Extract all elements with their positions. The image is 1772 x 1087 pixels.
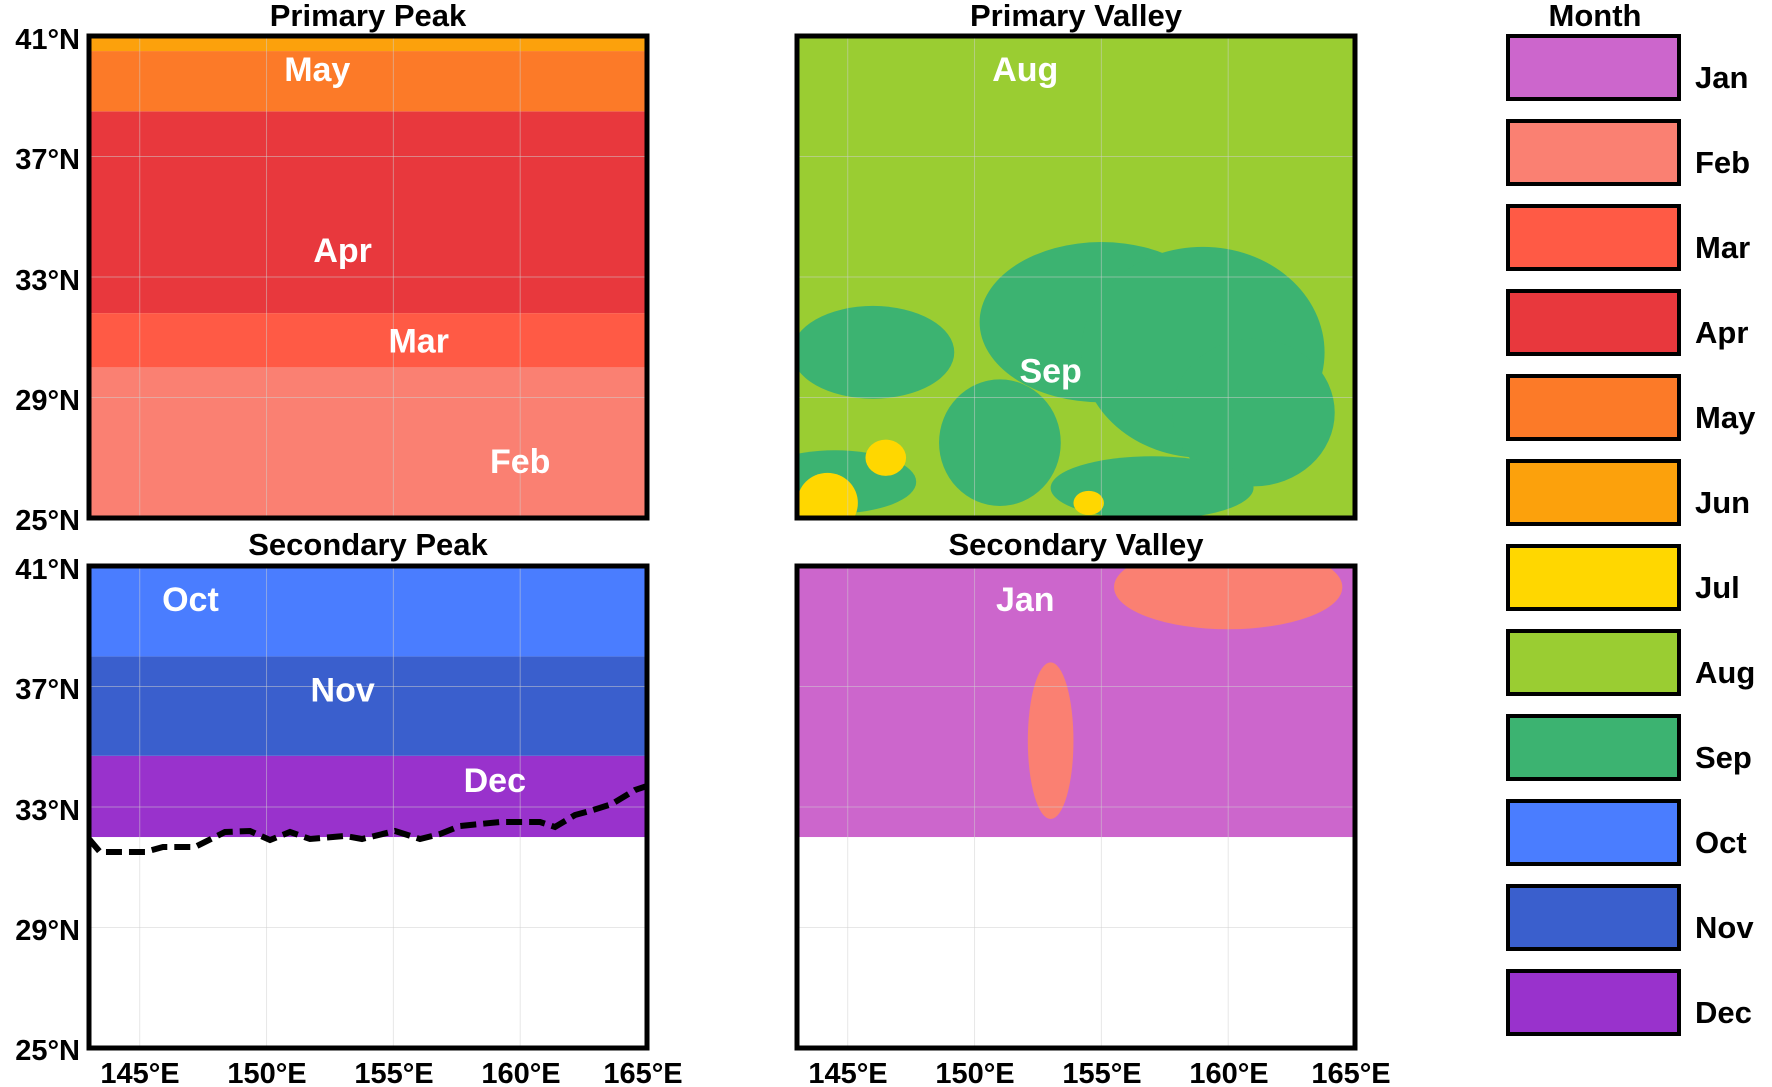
legend-swatch-jan: [1506, 34, 1681, 101]
zone-may: [89, 51, 647, 112]
y-tick-label: 29°N: [15, 385, 80, 417]
legend-swatch-aug: [1506, 629, 1681, 696]
zone-sep: [1172, 338, 1335, 487]
legend-swatch-jun: [1506, 459, 1681, 526]
x-tick-label: 165°E: [603, 1058, 682, 1087]
panel-secondary-peak: Secondary Peak Oct Nov Dec 41°N 37°N 33°…: [15, 527, 682, 1087]
y-tick-label: 29°N: [15, 915, 80, 947]
zone-apr: [89, 111, 647, 314]
legend-label-jul: Jul: [1695, 570, 1740, 605]
region-label: Feb: [490, 443, 550, 481]
zone-oct: [89, 566, 647, 657]
y-tick-label: 41°N: [15, 554, 80, 586]
y-axis: 41°N 37°N 33°N 29°N 25°N: [15, 24, 80, 537]
region-label: Oct: [162, 581, 219, 619]
legend-swatch-apr: [1506, 289, 1681, 356]
y-axis: 41°N 37°N 33°N 29°N 25°N: [15, 554, 80, 1067]
y-tick-label: 33°N: [15, 265, 80, 297]
x-tick-label: 150°E: [227, 1058, 306, 1087]
zone-jul: [865, 439, 907, 476]
legend-label-dec: Dec: [1695, 995, 1752, 1030]
region-label: May: [284, 51, 350, 89]
legend-swatch-jul: [1506, 544, 1681, 611]
legend-swatch-sep: [1506, 714, 1681, 781]
zone-sep: [797, 305, 955, 399]
panel-primary-peak: Primary Peak May Apr Mar Feb 41°N 37°N 3…: [15, 0, 650, 537]
month-legend: Month Jan Feb Mar Apr May Jun Jul Aug Sep Oct Nov D…: [1506, 0, 1756, 1036]
legend-label-apr: Apr: [1695, 315, 1748, 350]
region-label: Apr: [313, 232, 372, 270]
no-data-region: [89, 837, 647, 1048]
x-axis: 145°E 150°E 155°E 160°E 165°E: [808, 1058, 1390, 1087]
zone-mar: [89, 313, 647, 368]
panel-title: Secondary Peak: [248, 527, 488, 562]
legend-swatch-may: [1506, 374, 1681, 441]
region-labels: Aug Sep: [992, 51, 1082, 390]
region-label: Mar: [388, 322, 448, 360]
panel-secondary-valley: Secondary Valley Jan 145°E 150°E 155°E 1…: [794, 527, 1391, 1087]
legend-label-jan: Jan: [1695, 60, 1748, 95]
region-label: Aug: [992, 51, 1058, 89]
panel-primary-valley: Primary Valley Aug Sep: [794, 0, 1358, 521]
boundary-dashed-line: [89, 783, 647, 855]
region-label: Sep: [1019, 352, 1081, 390]
legend-swatch-feb: [1506, 119, 1681, 186]
legend-label-jun: Jun: [1695, 485, 1750, 520]
legend-label-feb: Feb: [1695, 145, 1750, 180]
zone-jun: [89, 36, 647, 52]
panel-title: Secondary Valley: [948, 527, 1204, 562]
region-label: Nov: [311, 672, 375, 710]
x-tick-label: 155°E: [1062, 1058, 1141, 1087]
x-tick-label: 150°E: [935, 1058, 1014, 1087]
y-tick-label: 33°N: [15, 795, 80, 827]
plot-area: [797, 36, 1355, 518]
legend-swatch-oct: [1506, 799, 1681, 866]
region-labels: May Apr Mar Feb: [284, 51, 550, 481]
plot-area: [797, 566, 1355, 1048]
y-tick-label: 37°N: [15, 674, 80, 706]
y-tick-label: 25°N: [15, 1035, 80, 1067]
legend-swatch-mar: [1506, 204, 1681, 271]
y-tick-label: 25°N: [15, 505, 80, 537]
legend-label-oct: Oct: [1695, 825, 1747, 860]
legend-title: Month: [1549, 0, 1642, 33]
legend-swatch-dec: [1506, 969, 1681, 1036]
panel-title: Primary Valley: [970, 0, 1183, 33]
legend-items: Jan Feb Mar Apr May Jun Jul Aug Sep Oct Nov Dec: [1506, 34, 1756, 1036]
x-tick-label: 155°E: [354, 1058, 433, 1087]
zone-jul: [1073, 490, 1104, 515]
legend-label-sep: Sep: [1695, 740, 1752, 775]
zone-feb: [1027, 662, 1074, 820]
x-tick-label: 145°E: [808, 1058, 887, 1087]
panel-title: Primary Peak: [270, 0, 467, 33]
plot-frame: [86, 563, 650, 1051]
x-tick-label: 160°E: [1189, 1058, 1268, 1087]
x-tick-label: 160°E: [481, 1058, 560, 1087]
y-tick-label: 41°N: [15, 24, 80, 56]
x-tick-label: 145°E: [100, 1058, 179, 1087]
legend-label-mar: Mar: [1695, 230, 1750, 265]
legend-label-nov: Nov: [1695, 910, 1754, 945]
region-label: Jan: [996, 581, 1055, 619]
zone-sep: [939, 379, 1061, 506]
plot-frame: [794, 563, 1358, 1051]
no-data-region: [797, 837, 1355, 1048]
zone-feb: [89, 367, 647, 518]
zone-nov: [89, 656, 647, 756]
plot-area: [89, 566, 647, 1048]
x-tick-label: 165°E: [1311, 1058, 1390, 1087]
y-tick-label: 37°N: [15, 144, 80, 176]
region-label: Dec: [464, 762, 526, 800]
plot-frame: [86, 33, 650, 521]
legend-label-may: May: [1695, 400, 1756, 435]
zone-jul: [797, 472, 858, 518]
x-axis: 145°E 150°E 155°E 160°E 165°E: [100, 1058, 682, 1087]
legend-label-aug: Aug: [1695, 655, 1755, 690]
plot-area: [89, 36, 647, 518]
region-labels: Jan: [996, 581, 1055, 619]
region-labels: Oct Nov Dec: [162, 581, 526, 800]
plot-frame: [794, 33, 1358, 521]
legend-swatch-nov: [1506, 884, 1681, 951]
